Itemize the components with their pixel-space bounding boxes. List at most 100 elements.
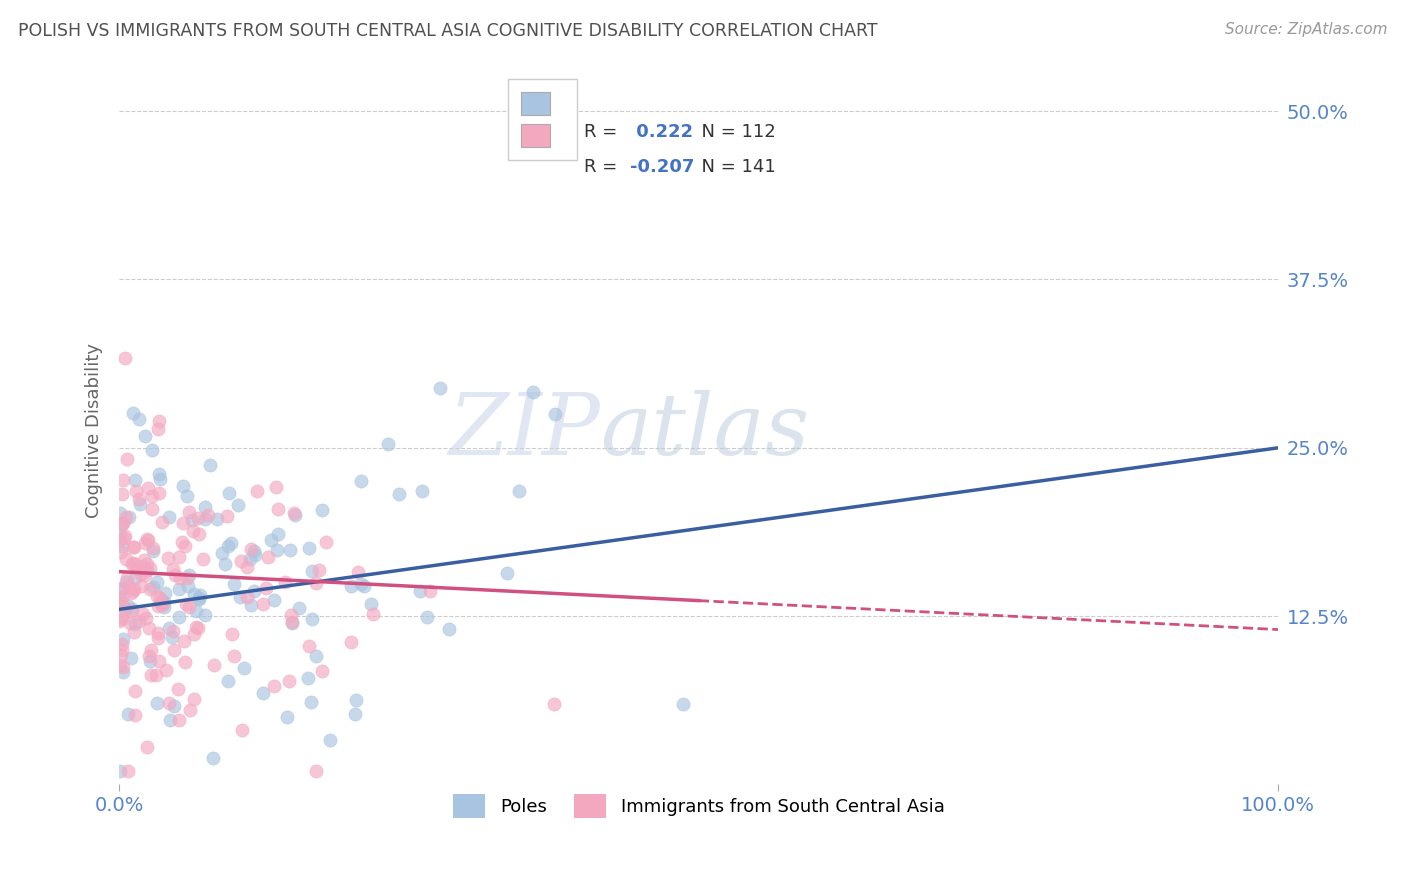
Point: [243, 548, 266, 562]
Point: [266, 527, 288, 541]
Point: [134, 568, 156, 582]
Point: [110, 648, 132, 663]
Point: [108, 533, 131, 547]
Point: [183, 692, 205, 706]
Point: [315, 535, 337, 549]
Point: [543, 407, 565, 421]
Point: [429, 381, 451, 395]
Point: [353, 579, 375, 593]
Point: [340, 579, 363, 593]
Point: [114, 602, 136, 616]
Point: [181, 524, 204, 539]
Point: [124, 684, 146, 698]
Point: [121, 602, 143, 616]
Point: [177, 505, 200, 519]
Point: [146, 575, 169, 590]
Point: [110, 517, 132, 532]
Point: [128, 412, 150, 426]
Point: [236, 559, 259, 574]
Point: [111, 487, 134, 501]
Point: [174, 597, 197, 611]
Point: [112, 632, 135, 647]
Point: [274, 574, 297, 589]
Point: [217, 673, 239, 688]
Point: [437, 622, 460, 636]
Point: [136, 482, 159, 496]
Point: [111, 590, 134, 604]
Point: [118, 509, 141, 524]
Point: [115, 551, 138, 566]
Point: [411, 483, 433, 498]
Point: [166, 681, 188, 696]
Text: R =: R =: [583, 123, 623, 141]
Point: [179, 703, 201, 717]
Point: [236, 590, 259, 604]
Point: [297, 671, 319, 685]
Point: [163, 643, 186, 657]
Point: [122, 540, 145, 554]
Point: [170, 534, 193, 549]
Point: [148, 467, 170, 481]
Point: [299, 695, 322, 709]
Point: [188, 589, 211, 603]
Point: [179, 600, 201, 615]
Point: [139, 654, 162, 668]
Point: [194, 607, 217, 622]
Point: [111, 660, 134, 674]
Point: [122, 556, 145, 570]
Point: [149, 591, 172, 605]
Point: [350, 475, 373, 489]
Point: [138, 621, 160, 635]
Point: [188, 592, 211, 607]
Point: [129, 497, 152, 511]
Point: [163, 698, 186, 713]
Point: [167, 713, 190, 727]
Point: [110, 658, 132, 673]
Point: [110, 764, 132, 778]
Point: [219, 536, 242, 550]
Point: [254, 582, 277, 596]
Point: [167, 582, 190, 596]
Text: atlas: atlas: [600, 390, 810, 472]
Point: [114, 351, 136, 365]
Point: [148, 486, 170, 500]
Point: [173, 634, 195, 648]
Point: [226, 498, 249, 512]
Point: [281, 615, 304, 629]
Point: [311, 665, 333, 679]
Point: [301, 564, 323, 578]
Text: -0.207: -0.207: [630, 158, 695, 177]
Point: [163, 567, 186, 582]
Point: [157, 621, 180, 635]
Point: [277, 674, 299, 689]
Text: 0.222: 0.222: [630, 123, 693, 141]
Point: [136, 532, 159, 546]
Point: [263, 592, 285, 607]
Point: [111, 609, 134, 624]
Point: [218, 486, 240, 500]
Point: [120, 586, 142, 600]
Point: [169, 549, 191, 564]
Point: [155, 664, 177, 678]
Point: [108, 615, 131, 629]
Point: [139, 642, 162, 657]
Point: [124, 708, 146, 723]
Point: [176, 489, 198, 503]
Point: [496, 566, 519, 580]
Point: [264, 480, 287, 494]
Point: [177, 579, 200, 593]
Point: [239, 542, 262, 557]
Point: [114, 574, 136, 589]
Point: [344, 692, 367, 706]
Point: [136, 533, 159, 547]
Point: [167, 610, 190, 624]
Text: R =: R =: [583, 158, 623, 177]
Point: [207, 512, 229, 526]
Point: [229, 554, 252, 568]
Point: [112, 531, 135, 545]
Point: [363, 607, 385, 622]
Point: [124, 557, 146, 571]
Point: [138, 582, 160, 597]
Point: [260, 533, 283, 547]
Point: [183, 627, 205, 641]
